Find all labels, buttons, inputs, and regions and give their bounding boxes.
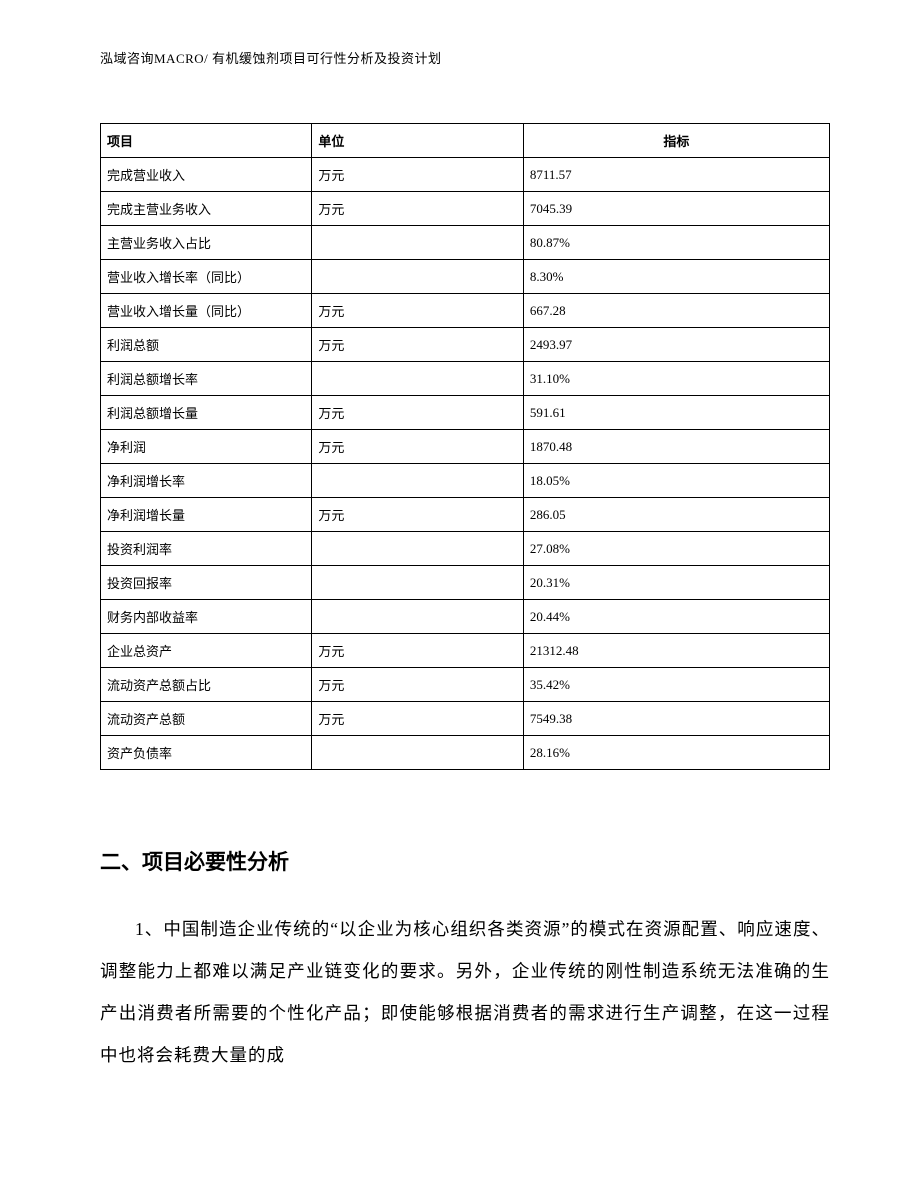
table-cell-unit: 万元 — [312, 498, 523, 532]
table-cell-metric: 21312.48 — [523, 634, 829, 668]
table-row: 营业收入增长率（同比） 8.30% — [101, 260, 830, 294]
table-cell-metric: 20.31% — [523, 566, 829, 600]
table-cell-item: 净利润增长率 — [101, 464, 312, 498]
table-row: 利润总额增长率 31.10% — [101, 362, 830, 396]
table-cell-unit: 万元 — [312, 634, 523, 668]
table-cell-metric: 18.05% — [523, 464, 829, 498]
table-cell-unit: 万元 — [312, 430, 523, 464]
table-cell-item: 利润总额增长量 — [101, 396, 312, 430]
table-row: 投资利润率 27.08% — [101, 532, 830, 566]
table-cell-item: 资产负债率 — [101, 736, 312, 770]
table-row: 利润总额增长量万元591.61 — [101, 396, 830, 430]
table-cell-unit — [312, 532, 523, 566]
table-row: 营业收入增长量（同比）万元667.28 — [101, 294, 830, 328]
table-cell-metric: 2493.97 — [523, 328, 829, 362]
table-cell-item: 营业收入增长量（同比） — [101, 294, 312, 328]
table-row: 流动资产总额占比万元35.42% — [101, 668, 830, 702]
table-cell-item: 利润总额 — [101, 328, 312, 362]
table-cell-metric: 8711.57 — [523, 158, 829, 192]
table-cell-unit: 万元 — [312, 328, 523, 362]
table-cell-unit — [312, 566, 523, 600]
table-cell-metric: 35.42% — [523, 668, 829, 702]
section-heading: 二、项目必要性分析 — [100, 846, 830, 876]
table-cell-unit: 万元 — [312, 192, 523, 226]
table-row: 企业总资产万元21312.48 — [101, 634, 830, 668]
table-cell-item: 净利润 — [101, 430, 312, 464]
table-cell-metric: 31.10% — [523, 362, 829, 396]
table-cell-unit: 万元 — [312, 668, 523, 702]
table-cell-item: 完成营业收入 — [101, 158, 312, 192]
table-cell-metric: 28.16% — [523, 736, 829, 770]
table-cell-unit — [312, 226, 523, 260]
column-header-item: 项目 — [101, 124, 312, 158]
table-cell-metric: 27.08% — [523, 532, 829, 566]
table-cell-unit: 万元 — [312, 702, 523, 736]
table-row: 净利润增长率 18.05% — [101, 464, 830, 498]
table-cell-unit: 万元 — [312, 158, 523, 192]
table-row: 财务内部收益率 20.44% — [101, 600, 830, 634]
table-cell-item: 净利润增长量 — [101, 498, 312, 532]
table-cell-item: 企业总资产 — [101, 634, 312, 668]
table-row: 流动资产总额万元7549.38 — [101, 702, 830, 736]
table-cell-unit — [312, 362, 523, 396]
table-cell-metric: 8.30% — [523, 260, 829, 294]
table-cell-item: 利润总额增长率 — [101, 362, 312, 396]
table-cell-metric: 591.61 — [523, 396, 829, 430]
table-cell-unit — [312, 464, 523, 498]
table-row: 资产负债率 28.16% — [101, 736, 830, 770]
table-cell-item: 营业收入增长率（同比） — [101, 260, 312, 294]
data-table: 项目 单位 指标 完成营业收入万元8711.57完成主营业务收入万元7045.3… — [100, 123, 830, 770]
table-cell-metric: 20.44% — [523, 600, 829, 634]
page-header: 泓域咨询MACRO/ 有机缓蚀剂项目可行性分析及投资计划 — [100, 48, 830, 67]
table-header-row: 项目 单位 指标 — [101, 124, 830, 158]
table-cell-metric: 7549.38 — [523, 702, 829, 736]
table-row: 净利润万元1870.48 — [101, 430, 830, 464]
table-row: 净利润增长量万元286.05 — [101, 498, 830, 532]
table-row: 完成营业收入万元8711.57 — [101, 158, 830, 192]
table-row: 利润总额万元2493.97 — [101, 328, 830, 362]
table-cell-metric: 7045.39 — [523, 192, 829, 226]
table-cell-item: 投资利润率 — [101, 532, 312, 566]
column-header-unit: 单位 — [312, 124, 523, 158]
table-row: 主营业务收入占比 80.87% — [101, 226, 830, 260]
table-cell-unit — [312, 736, 523, 770]
table-cell-unit — [312, 260, 523, 294]
table-cell-metric: 667.28 — [523, 294, 829, 328]
table-cell-metric: 80.87% — [523, 226, 829, 260]
table-row: 投资回报率 20.31% — [101, 566, 830, 600]
table-cell-item: 主营业务收入占比 — [101, 226, 312, 260]
table-cell-unit — [312, 600, 523, 634]
table-cell-metric: 1870.48 — [523, 430, 829, 464]
table-cell-item: 财务内部收益率 — [101, 600, 312, 634]
column-header-metric: 指标 — [523, 124, 829, 158]
table-cell-unit: 万元 — [312, 294, 523, 328]
table-cell-item: 投资回报率 — [101, 566, 312, 600]
table-cell-item: 完成主营业务收入 — [101, 192, 312, 226]
body-paragraph: 1、中国制造企业传统的“以企业为核心组织各类资源”的模式在资源配置、响应速度、调… — [100, 908, 830, 1076]
table-row: 完成主营业务收入万元7045.39 — [101, 192, 830, 226]
table-cell-unit: 万元 — [312, 396, 523, 430]
table-cell-item: 流动资产总额 — [101, 702, 312, 736]
table-cell-item: 流动资产总额占比 — [101, 668, 312, 702]
table-cell-metric: 286.05 — [523, 498, 829, 532]
